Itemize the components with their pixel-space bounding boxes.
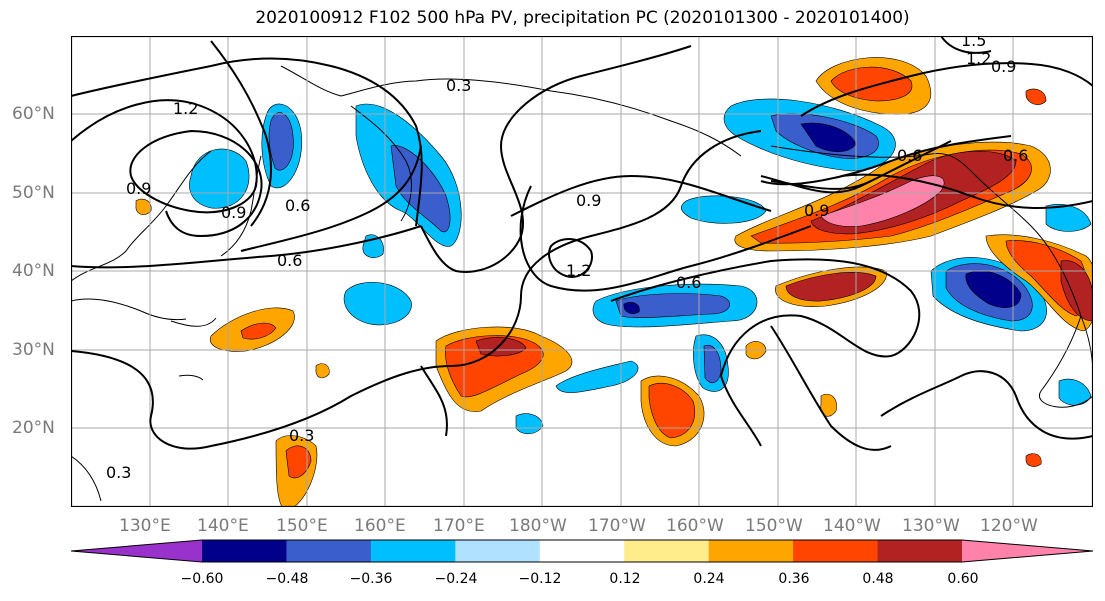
contour-label: 0.9: [804, 201, 829, 220]
lon-label: 180°W: [509, 516, 567, 536]
contour-label: 0.6: [277, 251, 302, 270]
lon-label: 130°W: [902, 516, 960, 536]
contour-label: 1.2: [966, 49, 991, 68]
colorbar-tick-label: −0.24: [434, 571, 478, 587]
colorbar-tick-label: 0.24: [693, 571, 725, 587]
lon-label: 160°E: [354, 516, 406, 536]
contour-label: 0.6: [897, 146, 922, 165]
contour-label: 0.9: [576, 191, 601, 210]
contour-label: 0.6: [676, 273, 701, 292]
colorbar-tick-label: 0.12: [609, 571, 641, 587]
colorbar-segment: [370, 540, 456, 562]
lon-label: 130°E: [119, 516, 171, 536]
colorbar: [71, 539, 1094, 563]
contour-label: 0.9: [126, 179, 151, 198]
colorbar-segment: [455, 540, 541, 562]
colorbar-segment: [624, 540, 710, 562]
contour-labels: 1.2 0.9 0.9 0.6 0.6 0.3 0.9 1.2 0.6 0.9 …: [106, 36, 1028, 482]
colorbar-tick-label: 0.36: [778, 571, 810, 587]
lat-label-60n: 60°N: [12, 104, 55, 124]
contour-label: 0.6: [285, 196, 310, 215]
contour-label: 1.2: [566, 261, 591, 280]
colorbar-tick-label: −0.12: [518, 571, 562, 587]
colorbar-segment: [877, 540, 963, 562]
contour-label: 0.3: [289, 426, 314, 445]
contour-label: 0.9: [991, 57, 1016, 76]
map-frame: [71, 36, 1093, 507]
colorbar-outline: [71, 539, 1094, 563]
colorbar-segment: [793, 540, 879, 562]
lon-label: 140°W: [823, 516, 881, 536]
lon-label: 140°E: [197, 516, 249, 536]
lon-label: 150°W: [745, 516, 803, 536]
contour-label: 0.3: [446, 76, 471, 95]
colorbar-extend-low: [71, 540, 202, 562]
graticule: [71, 36, 1093, 507]
lon-label: 170°E: [433, 516, 485, 536]
lon-label: 120°W: [980, 516, 1038, 536]
contour-label: 0.3: [106, 463, 131, 482]
contour-label: 1.2: [173, 99, 198, 118]
lat-label-30n: 30°N: [12, 340, 55, 360]
pv-contours: [71, 36, 1093, 451]
colorbar-segment: [286, 540, 372, 562]
colorbar-tick-label: 0.48: [862, 571, 894, 587]
map-panel: 1.2 0.9 0.9 0.6 0.6 0.3 0.9 1.2 0.6 0.9 …: [71, 36, 1093, 507]
colorbar-extend-high: [962, 540, 1093, 562]
colorbar-tick-label: −0.48: [265, 571, 309, 587]
lon-label: 160°W: [666, 516, 724, 536]
contour-label: 0.6: [1003, 146, 1028, 165]
contour-label: 0.9: [221, 203, 246, 222]
map-title: 2020100912 F102 500 hPa PV, precipitatio…: [255, 8, 910, 28]
colorbar-segment: [202, 540, 287, 562]
colorbar-tick-label: −0.60: [180, 571, 224, 587]
colorbar-tick-label: 0.60: [947, 571, 979, 587]
colorbar-tick-label: −0.36: [349, 571, 393, 587]
colorbar-segment: [708, 540, 794, 562]
lat-label-50n: 50°N: [12, 183, 55, 203]
precipitation-shading: [135, 57, 1093, 507]
lon-label: 150°E: [276, 516, 328, 536]
lon-label: 170°W: [588, 516, 646, 536]
lat-label-40n: 40°N: [12, 261, 55, 281]
coastlines: [71, 65, 1093, 502]
contour-label: 1.5: [961, 36, 986, 50]
colorbar-segment: [539, 540, 625, 562]
lat-label-20n: 20°N: [12, 418, 55, 438]
